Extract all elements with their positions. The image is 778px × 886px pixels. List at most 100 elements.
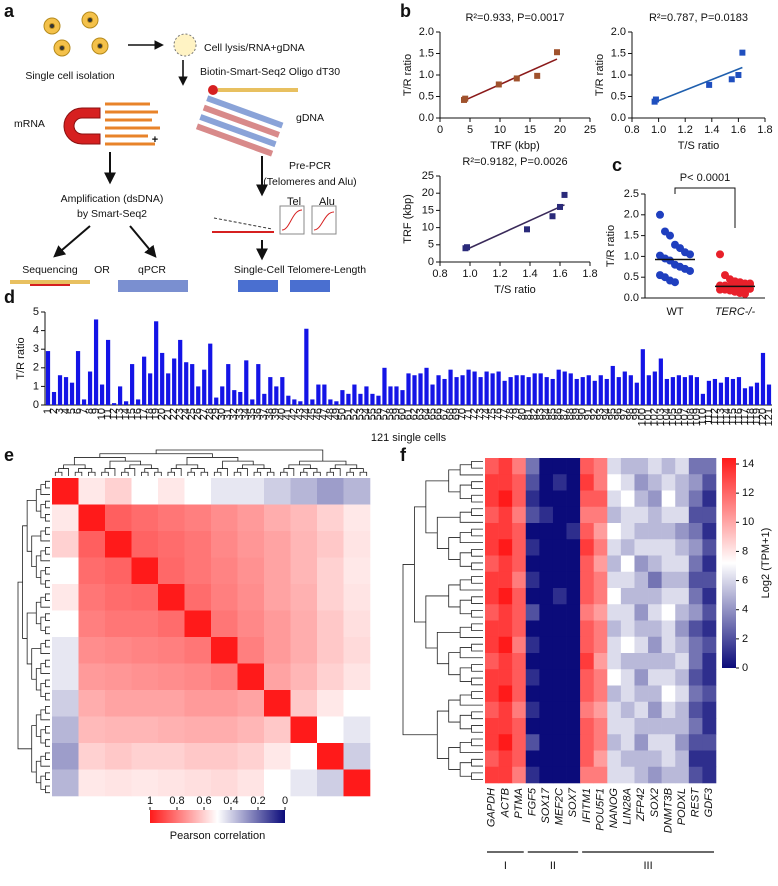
heatmap-cell <box>661 490 676 508</box>
heatmap-cell <box>131 531 159 558</box>
heatmap-cell <box>184 557 212 585</box>
bar <box>430 384 435 405</box>
heatmap-cell <box>620 490 635 508</box>
dendrogram-branch <box>109 460 142 469</box>
heatmap-cell <box>702 620 717 638</box>
heatmap-cell <box>702 685 717 703</box>
heatmap-cell <box>661 571 676 589</box>
heatmap-cell <box>688 490 703 508</box>
heatmap-cell <box>648 718 662 735</box>
heatmap-cell <box>539 474 554 491</box>
x-tick-label: 29 <box>210 408 222 420</box>
y-tick-label: 0 <box>33 399 39 411</box>
heatmap-cell <box>264 531 291 558</box>
dendrogram-branch <box>459 464 483 476</box>
annotation: R²=0.933, P=0.0017 <box>465 12 564 24</box>
heatmap-cell <box>512 750 527 768</box>
x-tick-label: 107 <box>679 408 691 426</box>
heatmap-cell <box>211 716 238 744</box>
x-tick-label: 52 <box>348 408 360 420</box>
dendrogram-branch <box>222 460 254 469</box>
heatmap-cell <box>512 490 527 508</box>
heatmap-cell <box>675 718 690 735</box>
bar <box>172 358 177 405</box>
heatmap-cell <box>675 636 690 654</box>
dendrogram-branch <box>471 562 483 571</box>
dendrogram-branch <box>155 449 324 462</box>
heatmap-cell <box>525 653 540 670</box>
heatmap-cell <box>237 769 265 797</box>
heatmap-cell <box>539 555 554 573</box>
bar <box>622 371 627 405</box>
dendrogram-branch <box>40 504 46 519</box>
heatmap-cell <box>78 743 106 770</box>
dendrogram-branch <box>459 552 472 567</box>
y-axis-label: T/R ratio <box>402 54 414 96</box>
bar <box>316 384 321 405</box>
heatmap-cell <box>648 685 662 703</box>
heatmap-cell <box>290 690 318 717</box>
bar <box>514 375 519 405</box>
x-tick-label: 28 <box>204 408 216 420</box>
heatmap-cell <box>512 718 527 735</box>
dendrogram-branch <box>303 468 318 473</box>
heatmap-cell <box>648 523 662 540</box>
heatmap-cell <box>512 604 527 621</box>
dendrogram-branch <box>31 725 37 773</box>
heatmap-cell <box>675 539 690 556</box>
heatmap-cell <box>290 478 318 505</box>
heatmap-cell <box>648 636 662 654</box>
dendrogram-branch <box>459 714 472 730</box>
heatmap-cell <box>78 557 106 585</box>
heatmap-cell <box>552 653 567 670</box>
heatmap-cell <box>105 716 132 744</box>
bar <box>724 377 730 405</box>
heatmap-cell <box>675 474 690 491</box>
x-tick-label: 121 <box>763 408 775 426</box>
heatmap-cell <box>566 490 581 508</box>
dendrogram-branch <box>471 738 483 747</box>
heatmap-cell <box>158 504 185 532</box>
x-tick-label: 94 <box>601 408 613 420</box>
heatmap-cell <box>607 701 622 719</box>
y-tick-label: 5 <box>428 239 434 251</box>
heatmap-cell <box>237 610 265 638</box>
heatmap-cell <box>105 531 132 558</box>
heatmap-cell <box>607 571 622 589</box>
point <box>739 49 746 56</box>
heatmap-cell <box>675 685 690 703</box>
heatmap-cell <box>593 653 608 670</box>
x-tick-label: 69 <box>450 408 462 420</box>
bar <box>280 377 285 405</box>
x-tick-label: 118 <box>745 408 757 426</box>
point <box>656 210 664 219</box>
bar <box>346 393 351 405</box>
column-label: SOX7 <box>567 787 579 817</box>
column-label: PTMA <box>513 788 525 819</box>
x-tick-label: 112 <box>709 408 721 426</box>
heatmap-cell <box>620 604 635 621</box>
heatmap-cell <box>184 531 212 558</box>
heatmap-cell <box>593 701 608 719</box>
heatmap-cell <box>131 504 159 532</box>
heatmap-cell <box>485 490 499 508</box>
point <box>549 213 556 220</box>
point <box>561 191 568 198</box>
panel-label: d <box>4 287 15 307</box>
heatmap-cell <box>52 637 79 664</box>
heatmap-cell <box>512 669 527 686</box>
heatmap-cell <box>78 610 106 638</box>
heatmap-cell <box>158 637 185 664</box>
dendrogram-branch <box>471 691 483 699</box>
x-tick-label: 92 <box>589 408 601 420</box>
heatmap-cell <box>566 571 581 589</box>
bar <box>418 373 423 405</box>
heatmap-cell <box>485 604 499 621</box>
y-tick-label: 4 <box>33 325 39 337</box>
x-tick-label: 78 <box>505 408 517 420</box>
dendrogram-branch <box>242 464 265 469</box>
bar <box>268 377 273 405</box>
heatmap-cell <box>634 701 649 719</box>
x-tick-label: 79 <box>511 408 523 420</box>
heatmap-cell <box>539 718 554 735</box>
